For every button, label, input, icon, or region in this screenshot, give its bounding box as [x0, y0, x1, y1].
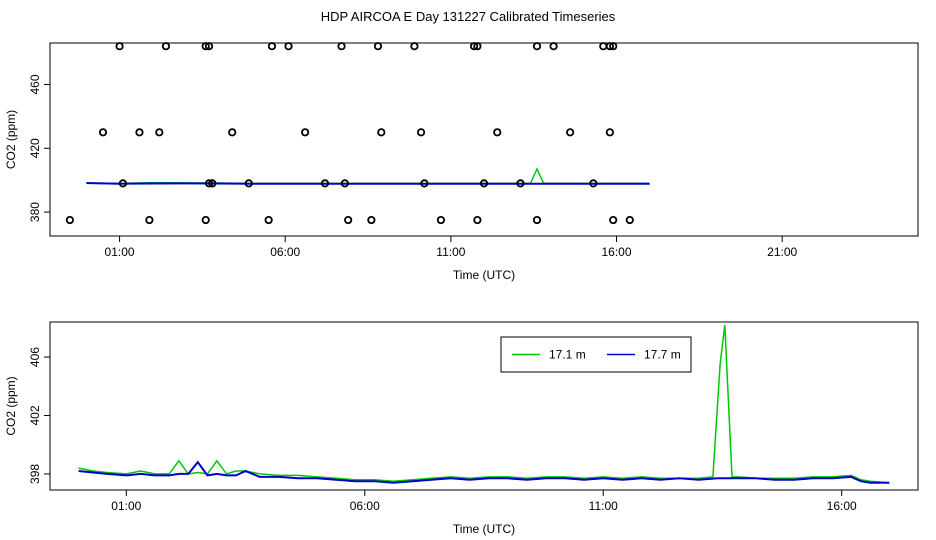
y-axis-title: CO2 (ppm): [4, 376, 18, 435]
data-point: [208, 179, 217, 188]
data-point: [340, 179, 349, 188]
data-point: [479, 179, 489, 188]
x-tick-label: 16:00: [827, 499, 857, 513]
series-line-green: [78, 324, 890, 484]
data-point: [115, 42, 124, 51]
y-tick-label: 406: [28, 347, 42, 367]
data-point: [416, 128, 426, 137]
legend-label: 17.1 m: [549, 348, 586, 362]
data-point: [161, 42, 171, 51]
data-point: [469, 42, 479, 51]
data-point: [473, 215, 482, 225]
data-point: [264, 215, 273, 225]
data-point: [532, 215, 542, 225]
data-point: [145, 215, 154, 225]
data-point: [204, 179, 214, 188]
x-axis-title: Time (UTC): [453, 268, 515, 282]
data-point: [605, 42, 614, 51]
data-point: [373, 42, 383, 51]
data-point: [201, 42, 210, 51]
x-tick-label: 06:00: [350, 499, 380, 513]
x-tick-label: 01:00: [111, 499, 141, 513]
data-point: [344, 215, 353, 225]
data-point: [65, 215, 74, 225]
y-tick-label: 398: [28, 464, 42, 484]
data-point: [605, 128, 614, 137]
data-point: [609, 42, 618, 51]
data-point: [284, 42, 293, 51]
y-tick-label: 380: [28, 202, 42, 222]
data-point: [155, 128, 164, 137]
data-point: [493, 128, 502, 137]
data-point: [367, 215, 376, 225]
data-point: [609, 215, 618, 225]
data-point: [337, 42, 346, 51]
data-point: [135, 128, 144, 137]
plot-frame: [49, 321, 919, 491]
series-line-blue: [78, 460, 890, 484]
data-point: [410, 42, 419, 51]
y-tick-label: 460: [28, 74, 42, 94]
data-point: [377, 128, 386, 137]
x-tick-label: 16:00: [602, 245, 632, 259]
data-point: [118, 179, 127, 188]
chart-panel-top: 01:00 06:00 11:00 16:00 21:00 380 420 460 Time (…: [4, 42, 919, 282]
y-tick-label: 420: [28, 138, 42, 158]
x-tick-label: 11:00: [436, 245, 465, 259]
data-point: [599, 42, 608, 51]
chart-title: HDP AIRCOA E Day 131227 Calibrated Times…: [320, 9, 616, 24]
series-line-green: [86, 167, 650, 185]
data-point: [228, 128, 237, 137]
legend-label: 17.7 m: [644, 348, 681, 362]
data-point: [625, 215, 634, 225]
data-point: [566, 128, 575, 137]
x-tick-label: 11:00: [589, 499, 618, 513]
data-point: [98, 128, 108, 137]
x-axis-title: Time (UTC): [453, 522, 515, 536]
x-tick-label: 06:00: [270, 245, 300, 259]
data-point: [589, 179, 598, 188]
data-point: [473, 42, 482, 51]
data-point: [244, 179, 253, 188]
data-point: [204, 42, 214, 51]
series-line-blue: [86, 182, 650, 185]
x-tick-label: 01:00: [105, 245, 135, 259]
y-tick-label: 402: [28, 405, 42, 425]
data-point: [201, 215, 210, 225]
y-axis-title: CO2 (ppm): [4, 110, 18, 169]
plot-frame: [49, 42, 919, 237]
data-point: [300, 128, 310, 137]
legend: 17.1 m 17.7 m: [500, 336, 692, 373]
data-point: [320, 179, 330, 188]
data-point: [549, 42, 558, 51]
data-point: [436, 215, 446, 225]
data-point: [532, 42, 542, 51]
chart-panel-bottom: 01:00 06:00 11:00 16:00 398 402 406 Time (UTC) C…: [4, 321, 919, 536]
data-point: [267, 42, 277, 51]
data-point: [516, 179, 525, 188]
x-tick-label: 21:00: [767, 245, 797, 259]
data-point: [420, 179, 429, 188]
